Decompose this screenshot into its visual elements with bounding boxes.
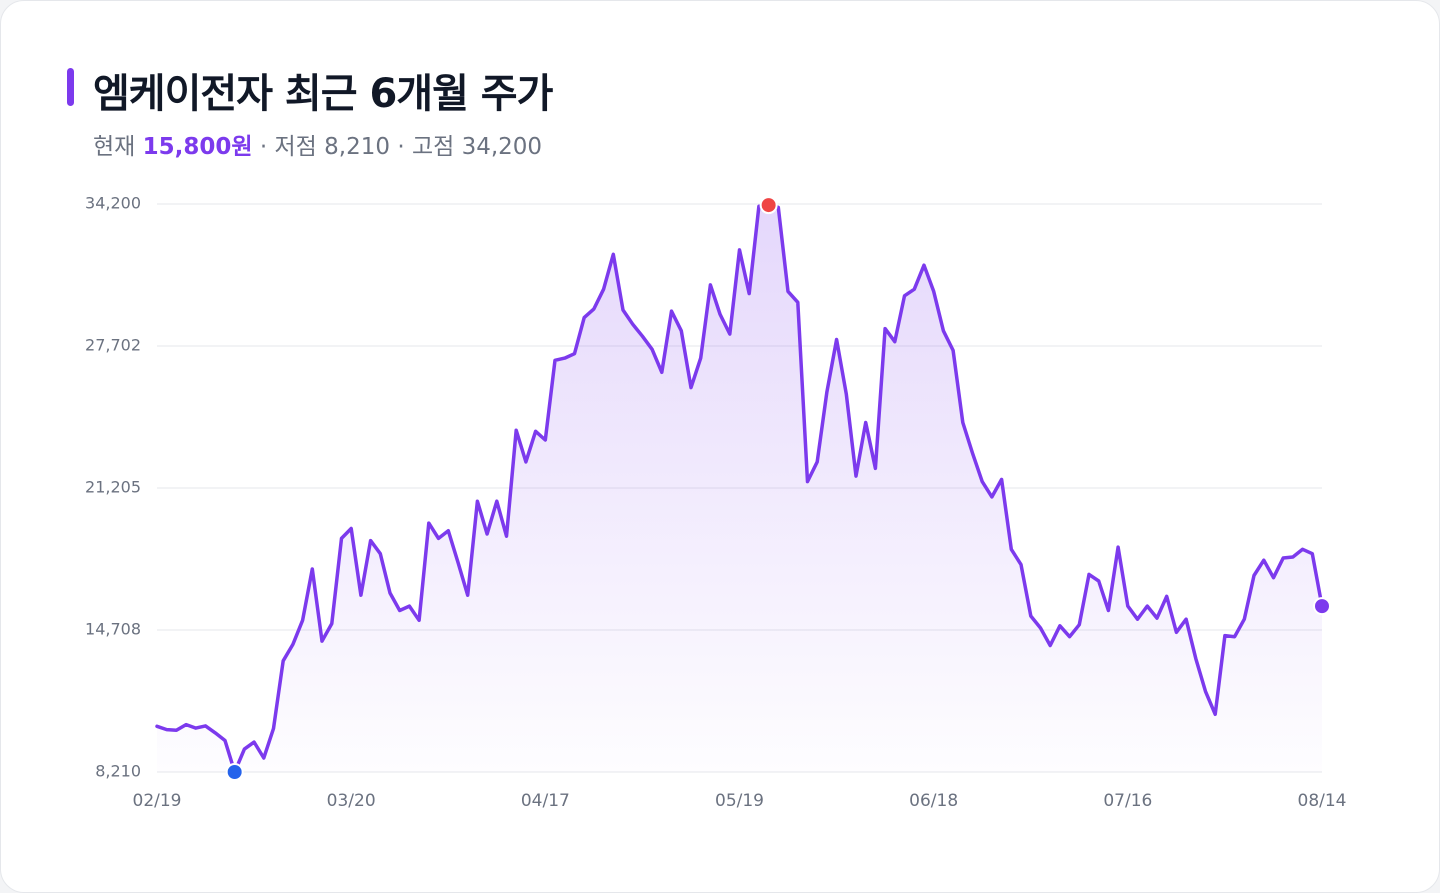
- low-point-marker: [225, 763, 244, 781]
- low-label: 저점: [274, 134, 317, 160]
- x-axis-ticks: 02/19 03/20 04/17 05/19 06/18 07/16 08/14: [133, 791, 1347, 811]
- chart-title: 엠케이전자 최근 6개월 주가: [93, 71, 553, 117]
- x-tick-label: 05/19: [715, 791, 764, 811]
- y-tick-label: 8,210: [95, 762, 141, 781]
- high-label: 고점: [411, 134, 455, 160]
- point-markers: [225, 196, 1331, 781]
- x-tick-label: 08/14: [1298, 791, 1347, 811]
- y-tick-label: 27,702: [85, 336, 141, 355]
- high-point-marker: [759, 196, 778, 215]
- y-tick-label: 21,205: [85, 478, 141, 497]
- separator: ·: [259, 134, 268, 160]
- y-axis-ticks: 8,210 14,708 21,205 27,702 34,200: [85, 194, 141, 781]
- price-area: [157, 205, 1322, 773]
- current-label: 현재: [93, 134, 136, 160]
- price-summary: 현재 15,800원 · 저점 8,210 · 고점 34,200: [93, 127, 542, 161]
- current-price: 15,800원: [142, 134, 253, 160]
- price-line: [155, 203, 1324, 774]
- low-value: 8,210: [324, 134, 390, 160]
- x-tick-label: 03/20: [327, 791, 376, 811]
- separator: ·: [397, 134, 405, 160]
- x-tick-label: 02/19: [133, 791, 182, 811]
- x-tick-label: 07/16: [1103, 791, 1152, 811]
- y-tick-label: 34,200: [85, 194, 141, 213]
- y-tick-label: 14,708: [85, 619, 141, 638]
- x-tick-label: 04/17: [521, 791, 570, 811]
- high-value: 34,200: [461, 134, 543, 160]
- current-point-marker: [1313, 597, 1331, 616]
- x-tick-label: 06/18: [909, 791, 958, 811]
- title-accent-bar: [67, 68, 74, 106]
